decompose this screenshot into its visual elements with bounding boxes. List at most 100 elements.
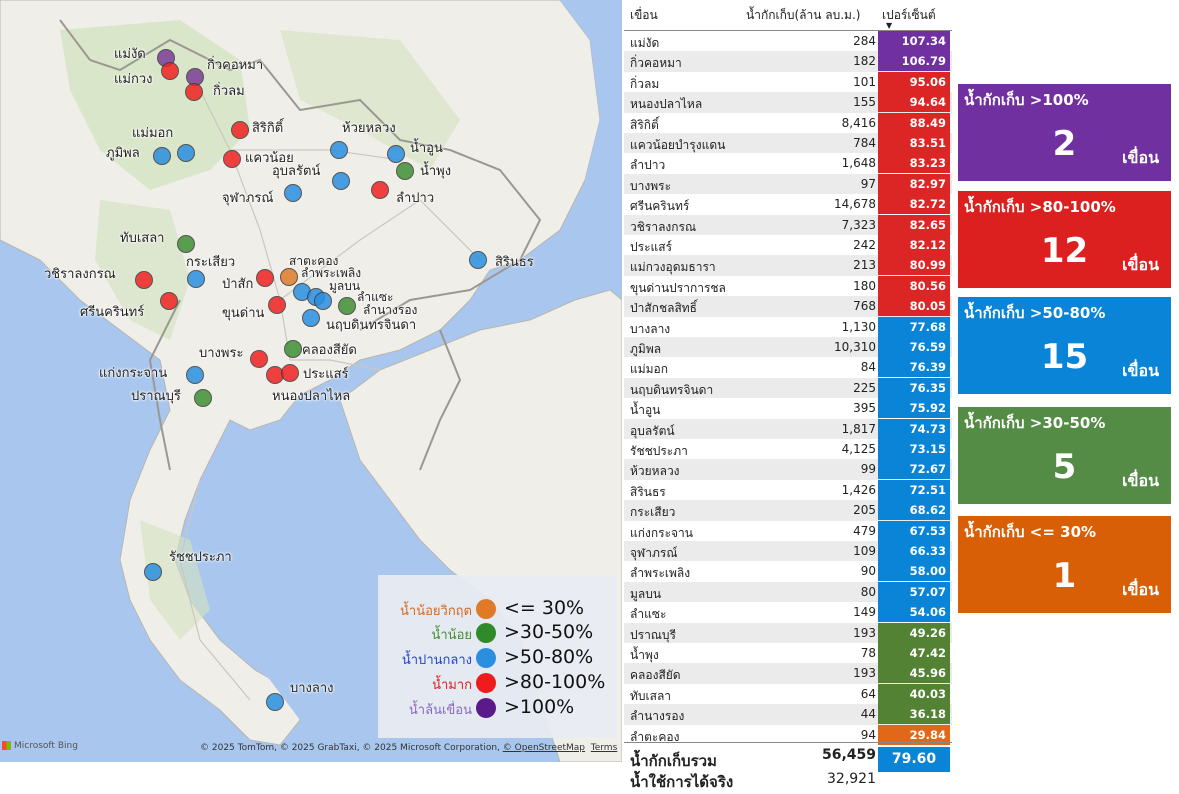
- volume-cell: 479: [853, 523, 876, 538]
- map-label-lam-sae: ลำแซะ: [357, 290, 394, 304]
- card-unit: เขื่อน: [1122, 361, 1159, 380]
- table-row[interactable]: ทับเสลา 64 40.03: [624, 683, 952, 704]
- map-marker-lam-takhong[interactable]: [280, 268, 298, 286]
- map-label-nam-oon: น้ำอูน: [410, 141, 443, 156]
- map-marker-khlong-si-yat[interactable]: [284, 340, 302, 358]
- table-row[interactable]: น้ำพุง 78 47.42: [624, 643, 952, 663]
- map-label-nam-pung: น้ำพุง: [420, 164, 452, 179]
- map-marker-lam-pao[interactable]: [371, 181, 389, 199]
- table-row[interactable]: ประแสร์ 242 82.12: [624, 235, 952, 255]
- main-roads: [179, 89, 481, 701]
- table-row[interactable]: ห้วยหลวง 99 72.67: [624, 459, 952, 480]
- map-marker-chulabhorn[interactable]: [284, 184, 302, 202]
- map-marker-thap-salao[interactable]: [177, 235, 195, 253]
- table-row[interactable]: มูลบน 80 57.07: [624, 581, 952, 603]
- column-header-volume[interactable]: น้ำกักเก็บ(ล้าน ลบ.ม.): [746, 8, 861, 22]
- table-row[interactable]: คลองสียัด 193 45.96: [624, 663, 952, 684]
- dam-name-cell: ศรีนครินทร์: [630, 199, 690, 214]
- table-row[interactable]: ป่าสักชลสิทธิ์ 768 80.05: [624, 296, 952, 317]
- table-row[interactable]: กิ่วคอหมา 182 106.79: [624, 51, 952, 72]
- map-marker-bang-lang[interactable]: [266, 693, 284, 711]
- table-row[interactable]: กระเสียว 205 68.62: [624, 500, 952, 521]
- map-marker-sirindhorn[interactable]: [469, 251, 487, 269]
- map-marker-mae-kuang[interactable]: [161, 62, 179, 80]
- legend-swatch: [476, 648, 496, 668]
- map-marker-ratchaprapha[interactable]: [144, 563, 162, 581]
- table-row[interactable]: ลำแซะ 149 54.06: [624, 602, 952, 623]
- card-high: น้ำกักเก็บ >80-100% 12 เขื่อน: [958, 191, 1171, 288]
- volume-cell: 768: [853, 299, 876, 314]
- table-row[interactable]: สิริกิติ์ 8,416 88.49: [624, 112, 952, 133]
- table-row[interactable]: หนองปลาไหล 155 94.64: [624, 92, 952, 113]
- table-row[interactable]: บางพระ 97 82.97: [624, 173, 952, 195]
- dam-name-cell: ลำพระเพลิง: [630, 566, 691, 581]
- map-label-krasiao: กระเสียว: [186, 255, 236, 270]
- table-row[interactable]: ลำนางรอง 44 36.18: [624, 704, 952, 725]
- column-header-percent[interactable]: เปอร์เซ็นต์: [882, 8, 936, 22]
- map-label-khwae-noi: แควน้อย: [245, 151, 294, 166]
- table-row[interactable]: บางลาง 1,130 77.68: [624, 316, 952, 337]
- map-marker-kaeng-krachan[interactable]: [186, 366, 204, 384]
- map-marker-nam-oon[interactable]: [387, 145, 405, 163]
- table-row[interactable]: สิรินธร 1,426 72.51: [624, 479, 952, 500]
- table-row[interactable]: ขุนด่านปราการชล 180 80.56: [624, 275, 952, 296]
- map-marker-srinagarind[interactable]: [160, 292, 178, 310]
- percent-cell: 83.23: [878, 153, 950, 174]
- column-header-dam[interactable]: เขื่อน: [630, 8, 658, 22]
- map-marker-khun-dan[interactable]: [268, 296, 286, 314]
- table-row[interactable]: นฤบดินทรจินดา 225 76.35: [624, 377, 952, 399]
- terms-link[interactable]: Terms: [590, 743, 618, 753]
- map-marker-krasiao[interactable]: [187, 270, 205, 288]
- map-label-mae-ngat: แม่งัด: [114, 47, 146, 62]
- bing-text: Microsoft Bing: [14, 741, 78, 751]
- map-marker-lam-nang-rong[interactable]: [338, 297, 356, 315]
- table-header: เขื่อน น้ำกักเก็บ(ล้าน ลบ.ม.) เปอร์เซ็นต…: [624, 0, 952, 31]
- volume-cell: 84: [860, 360, 876, 375]
- table-row[interactable]: ภูมิพล 10,310 76.59: [624, 337, 952, 358]
- percent-cell: 67.53: [878, 520, 950, 541]
- table-row[interactable]: วชิราลงกรณ 7,323 82.65: [624, 214, 952, 235]
- volume-cell: 213: [853, 258, 876, 273]
- map-marker-sirikit[interactable]: [231, 121, 249, 139]
- table-row[interactable]: แม่กวงอุดมธารา 213 80.99: [624, 255, 952, 276]
- map-marker-pranburi[interactable]: [194, 389, 212, 407]
- map-marker-mae-mok[interactable]: [177, 144, 195, 162]
- map-marker-bang-phra[interactable]: [250, 350, 268, 368]
- table-row[interactable]: จุฬาภรณ์ 109 66.33: [624, 541, 952, 562]
- sort-descending-icon[interactable]: ▼: [886, 21, 893, 30]
- table-row[interactable]: แควน้อยบำรุงแดน 784 83.51: [624, 133, 952, 154]
- map-marker-khwae-noi[interactable]: [223, 150, 241, 168]
- reservoir-map[interactable]: แม่งัด กิ่วคอหมา แม่กวง กิ่วลม แม่มอก สิ…: [0, 0, 622, 762]
- percent-cell: 106.79: [878, 51, 950, 72]
- table-row[interactable]: แม่งัด 284 107.34: [624, 31, 952, 51]
- map-marker-naruebodindrachinda[interactable]: [302, 309, 320, 327]
- table-row[interactable]: ลำพระเพลิง 90 58.00: [624, 561, 952, 582]
- map-marker-bhumibol[interactable]: [153, 147, 171, 165]
- table-row[interactable]: ศรีนครินทร์ 14,678 82.72: [624, 194, 952, 215]
- volume-cell: 4,125: [841, 442, 876, 456]
- table-row[interactable]: แม่มอก 84 76.39: [624, 357, 952, 378]
- table-row[interactable]: ปราณบุรี 193 49.26: [624, 622, 952, 643]
- card-unit: เขื่อน: [1122, 255, 1159, 274]
- table-row[interactable]: ลำตะคอง 94 29.84: [624, 724, 952, 745]
- map-marker-kiew-lom[interactable]: [185, 83, 203, 101]
- table-row[interactable]: กิ่วลม 101 95.06: [624, 71, 952, 92]
- map-marker-ubolratana[interactable]: [332, 172, 350, 190]
- dam-name-cell: มูลบน: [630, 586, 662, 601]
- volume-cell: 8,416: [841, 115, 876, 130]
- map-marker-prasae[interactable]: [281, 364, 299, 382]
- map-marker-pasak[interactable]: [256, 269, 274, 287]
- percent-cell: 80.99: [878, 255, 950, 276]
- map-marker-lam-sae[interactable]: [314, 292, 332, 310]
- table-row[interactable]: ลำปาว 1,648 83.23: [624, 153, 952, 174]
- osm-link[interactable]: © OpenStreetMap: [502, 743, 586, 753]
- dam-name-cell: คลองสียัด: [630, 668, 681, 683]
- table-row[interactable]: รัชชประภา 4,125 73.15: [624, 439, 952, 459]
- map-marker-vajiralongkorn[interactable]: [135, 271, 153, 289]
- table-row[interactable]: อุบลรัตน์ 1,817 74.73: [624, 418, 952, 439]
- table-row[interactable]: แก่งกระจาน 479 67.53: [624, 520, 952, 541]
- map-marker-huai-luang[interactable]: [330, 141, 348, 159]
- map-marker-nam-pung[interactable]: [396, 162, 414, 180]
- dam-name-cell: ป่าสักชลสิทธิ์: [630, 301, 698, 316]
- table-row[interactable]: น้ำอูน 395 75.92: [624, 398, 952, 419]
